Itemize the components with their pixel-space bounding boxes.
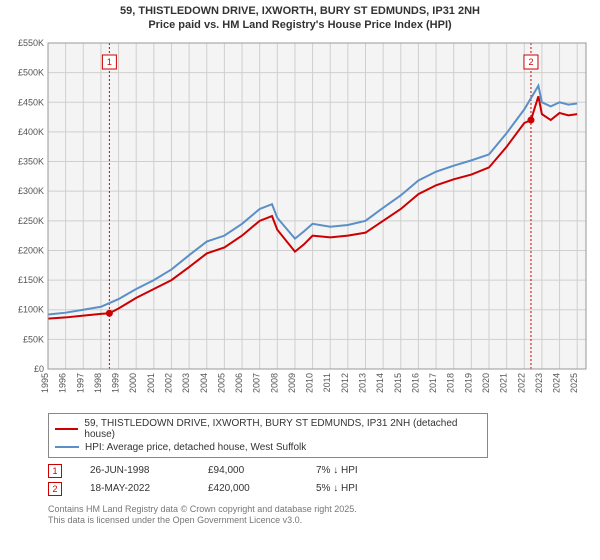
svg-text:£400K: £400K: [18, 127, 44, 137]
svg-text:£350K: £350K: [18, 156, 44, 166]
svg-text:£150K: £150K: [18, 275, 44, 285]
legend-swatch: [55, 428, 78, 430]
legend: 59, THISTLEDOWN DRIVE, IXWORTH, BURY ST …: [48, 413, 488, 458]
marker-price: £420,000: [208, 483, 288, 494]
legend-swatch: [55, 446, 79, 448]
svg-text:2007: 2007: [252, 373, 262, 393]
svg-text:2021: 2021: [499, 373, 509, 393]
svg-text:1998: 1998: [93, 373, 103, 393]
legend-label: HPI: Average price, detached house, West…: [85, 442, 306, 453]
svg-text:2: 2: [528, 57, 533, 67]
marker-row: 2 18-MAY-2022 £420,000 5% ↓ HPI: [48, 480, 594, 498]
legend-item: 59, THISTLEDOWN DRIVE, IXWORTH, BURY ST …: [55, 417, 481, 441]
svg-text:2023: 2023: [534, 373, 544, 393]
marker-diff: 7% ↓ HPI: [316, 465, 396, 476]
svg-text:£450K: £450K: [18, 97, 44, 107]
svg-text:2006: 2006: [234, 373, 244, 393]
svg-text:2013: 2013: [358, 373, 368, 393]
svg-text:1997: 1997: [75, 373, 85, 393]
svg-text:2003: 2003: [181, 373, 191, 393]
svg-text:2009: 2009: [287, 373, 297, 393]
svg-text:2025: 2025: [569, 373, 579, 393]
marker-date: 26-JUN-1998: [90, 465, 180, 476]
svg-text:1995: 1995: [40, 373, 50, 393]
svg-text:£200K: £200K: [18, 245, 44, 255]
marker-diff: 5% ↓ HPI: [316, 483, 396, 494]
svg-text:2024: 2024: [552, 373, 562, 393]
svg-text:2019: 2019: [463, 373, 473, 393]
line-chart: 1 2 £0 £50K £100K £150K £200K £250K £300K £350K £4…: [6, 37, 594, 407]
svg-text:£0: £0: [34, 364, 44, 374]
svg-text:2004: 2004: [199, 373, 209, 393]
chart-title: 59, THISTLEDOWN DRIVE, IXWORTH, BURY ST …: [6, 4, 594, 33]
svg-text:2018: 2018: [446, 373, 456, 393]
title-line1: 59, THISTLEDOWN DRIVE, IXWORTH, BURY ST …: [6, 4, 594, 18]
svg-text:2012: 2012: [340, 373, 350, 393]
svg-text:2001: 2001: [146, 373, 156, 393]
title-line2: Price paid vs. HM Land Registry's House …: [6, 18, 594, 32]
svg-text:£50K: £50K: [23, 334, 44, 344]
svg-text:2002: 2002: [163, 373, 173, 393]
marker-price: £94,000: [208, 465, 288, 476]
footer-line1: Contains HM Land Registry data © Crown c…: [48, 504, 594, 516]
svg-text:£250K: £250K: [18, 215, 44, 225]
svg-text:2010: 2010: [305, 373, 315, 393]
legend-item: HPI: Average price, detached house, West…: [55, 441, 481, 454]
svg-text:2015: 2015: [393, 373, 403, 393]
svg-text:2016: 2016: [410, 373, 420, 393]
svg-text:2020: 2020: [481, 373, 491, 393]
svg-text:1999: 1999: [111, 373, 121, 393]
svg-text:£300K: £300K: [18, 186, 44, 196]
svg-text:2022: 2022: [516, 373, 526, 393]
svg-text:2005: 2005: [216, 373, 226, 393]
svg-text:£500K: £500K: [18, 67, 44, 77]
marker-number: 1: [48, 464, 62, 478]
svg-text:2008: 2008: [269, 373, 279, 393]
svg-text:2017: 2017: [428, 373, 438, 393]
svg-text:£550K: £550K: [18, 38, 44, 48]
svg-text:1: 1: [107, 57, 112, 67]
marker-date: 18-MAY-2022: [90, 483, 180, 494]
legend-label: 59, THISTLEDOWN DRIVE, IXWORTH, BURY ST …: [84, 418, 481, 440]
marker-table: 1 26-JUN-1998 £94,000 7% ↓ HPI 2 18-MAY-2022 £…: [48, 462, 594, 498]
svg-text:2014: 2014: [375, 373, 385, 393]
marker-number: 2: [48, 482, 62, 496]
svg-text:£100K: £100K: [18, 304, 44, 314]
svg-text:1996: 1996: [58, 373, 68, 393]
svg-text:2000: 2000: [128, 373, 138, 393]
svg-text:2011: 2011: [322, 373, 332, 392]
footer: Contains HM Land Registry data © Crown c…: [48, 504, 594, 527]
marker-row: 1 26-JUN-1998 £94,000 7% ↓ HPI: [48, 462, 594, 480]
footer-line2: This data is licensed under the Open Gov…: [48, 515, 594, 527]
